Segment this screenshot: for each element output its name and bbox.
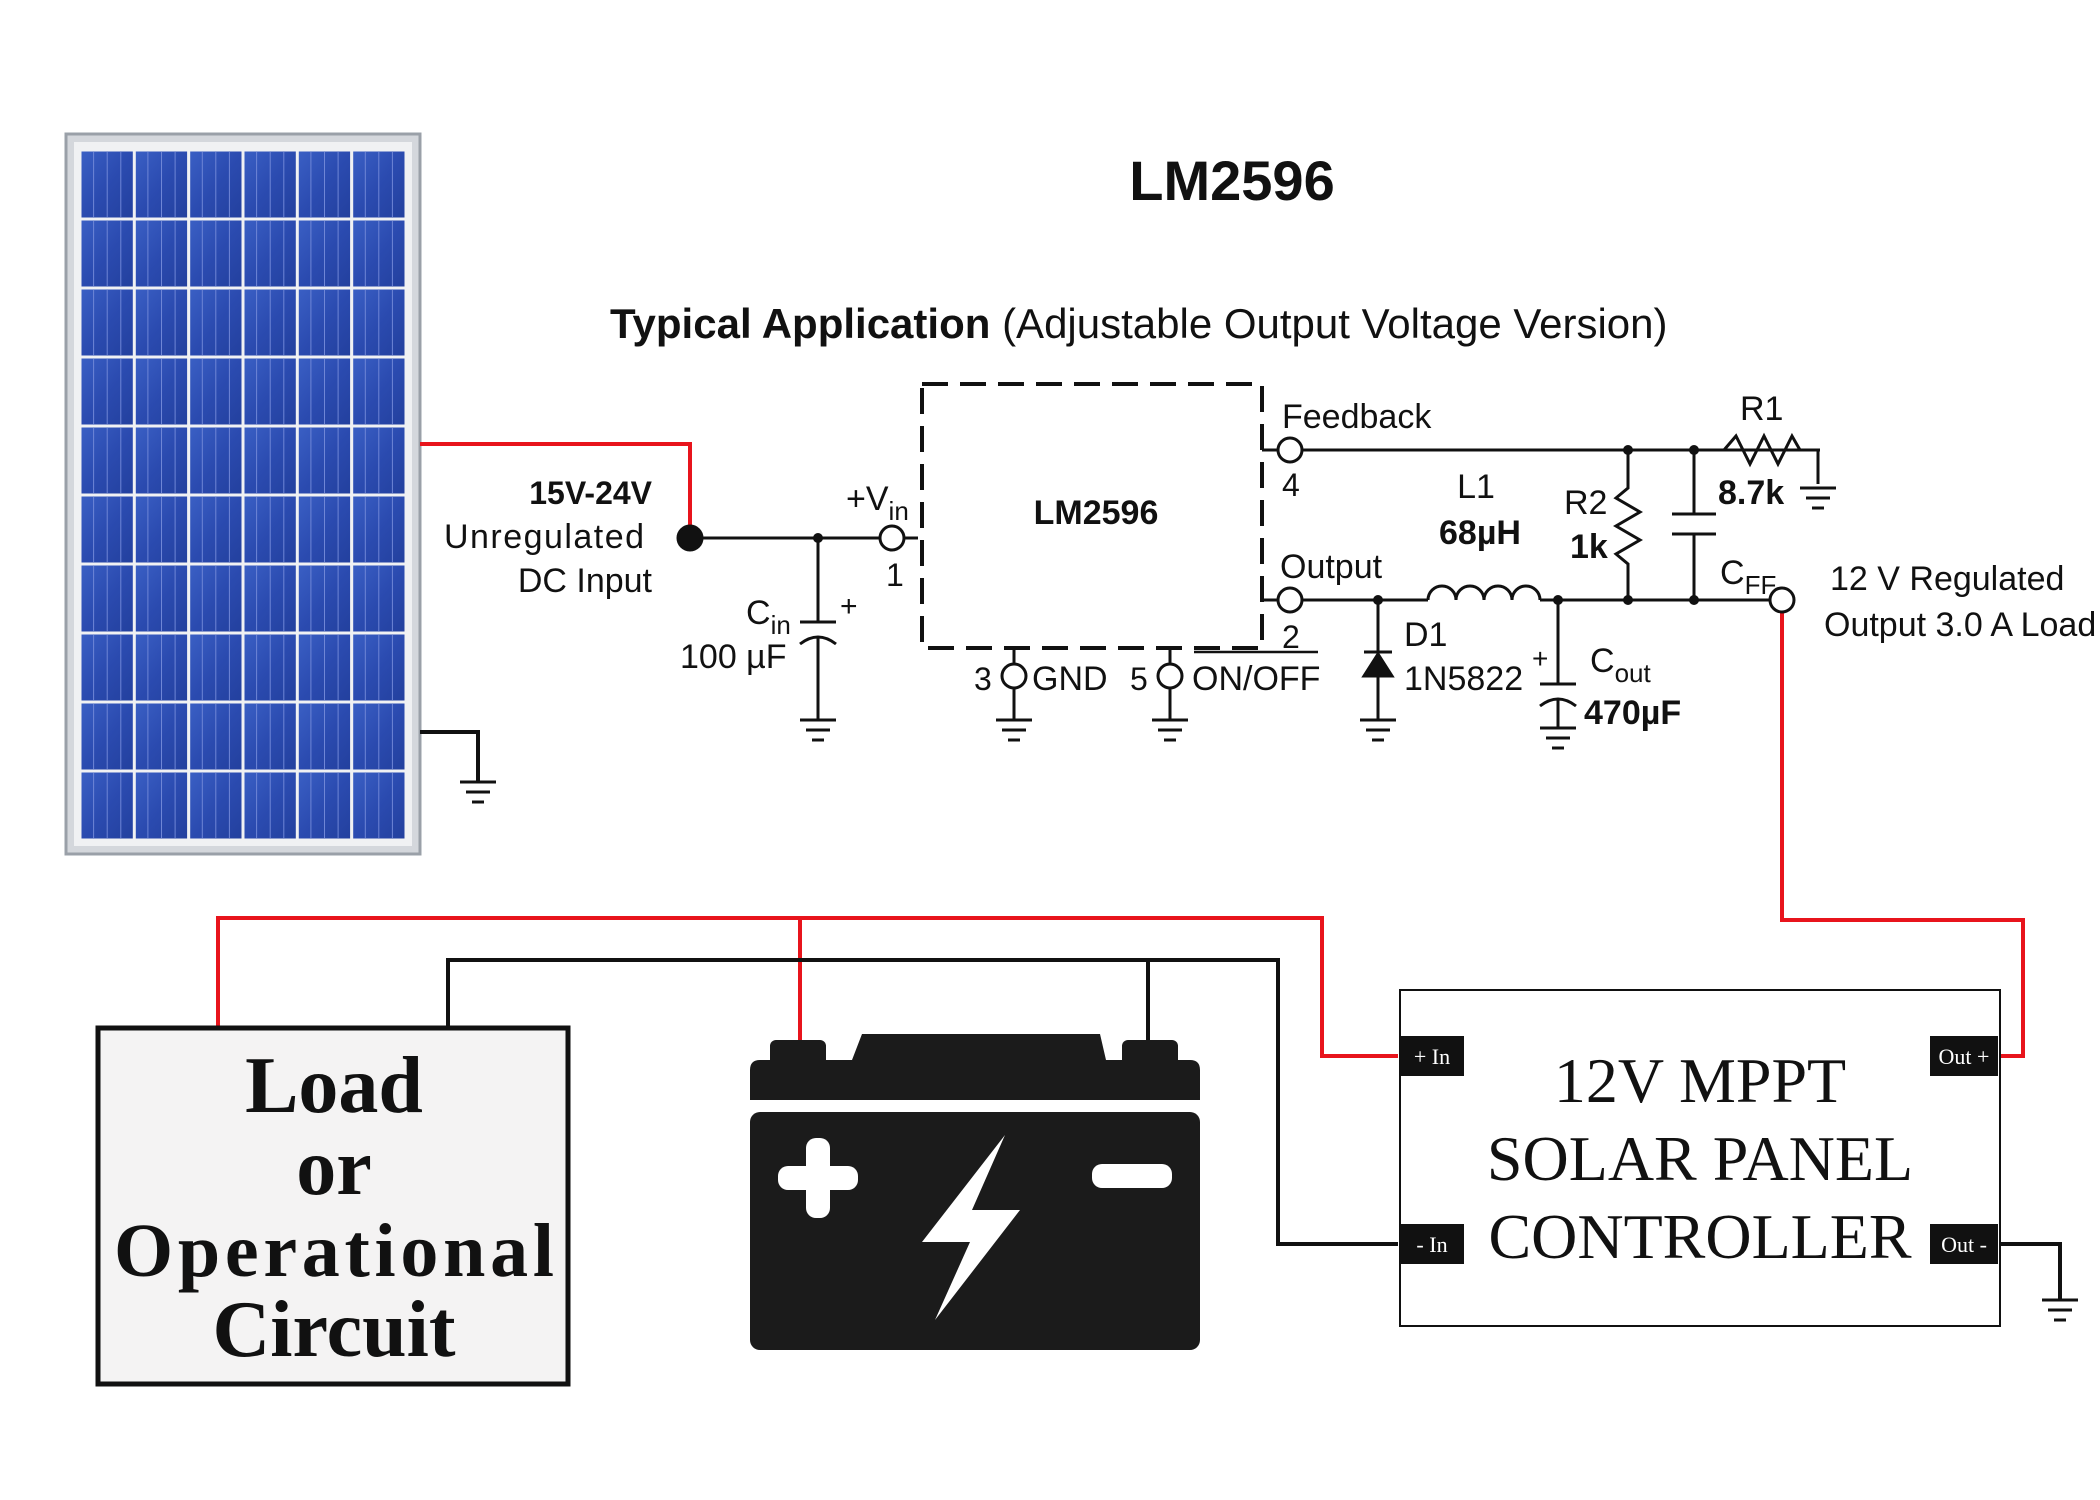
solar-panel: [64, 132, 422, 856]
subtitle: Typical Application (Adjustable Output V…: [610, 300, 1667, 347]
onoff-pin-ground-icon: [1152, 718, 1188, 742]
r2-name: R2: [1564, 484, 1607, 522]
output-spec-line1: 12 V Regulated: [1830, 560, 2064, 598]
terminal-out-positive-label: Out +: [1939, 1044, 1990, 1069]
l1-inductor-icon: [1426, 584, 1542, 601]
input-dc: DC Input: [518, 562, 653, 600]
vin-label: +Vin: [846, 480, 909, 526]
d1-name: D1: [1404, 616, 1447, 654]
battery-icon: [750, 1034, 1200, 1350]
onoff-label: ON/OFF: [1192, 660, 1320, 698]
mppt-controller: 12V MPPT SOLAR PANEL CONTROLLER + In - I…: [1399, 989, 2001, 1327]
terminal-in-negative-label: - In: [1416, 1232, 1447, 1257]
gnd-label: GND: [1032, 660, 1108, 698]
feedback-pin-icon: [1276, 436, 1304, 464]
controller-ground-icon: [2042, 1298, 2078, 1322]
panel-positive-wire: [420, 442, 692, 538]
gnd-pin-ground-icon: [996, 718, 1032, 742]
d1-ground-icon: [1360, 718, 1396, 742]
cin-value: 100 µF: [680, 638, 787, 676]
regulated-output-terminal-icon: [1768, 586, 1796, 614]
output-spec-line2: Output 3.0 A Load: [1824, 606, 2096, 644]
terminal-out-negative-label: Out -: [1941, 1232, 1987, 1257]
r2-resistor-icon: [1613, 450, 1643, 600]
l1-value: 68µH: [1439, 514, 1521, 552]
regulated-output-wire: [1780, 600, 2025, 1058]
negative-wiring: [420, 730, 2062, 1300]
cout-label: Cout: [1590, 642, 1651, 688]
cin-ground-icon: [800, 718, 836, 742]
load-line4: Circuit: [213, 1286, 456, 1374]
onoff-pin-icon: [1156, 662, 1184, 690]
positive-wiring: [216, 442, 2025, 1058]
controller-line2: SOLAR PANEL: [1487, 1123, 1913, 1194]
r1-ground-icon: [1800, 486, 1836, 510]
pin-1-label: 1: [886, 557, 904, 593]
controller-out-negative-wire: [1999, 1242, 2062, 1300]
r2-value: 1k: [1570, 528, 1608, 566]
controller-line1: 12V MPPT: [1554, 1045, 1846, 1116]
output-label: Output: [1280, 548, 1383, 586]
pin-2-label: 2: [1282, 619, 1300, 655]
vin-pin-icon: [878, 524, 906, 552]
input-junction: [676, 524, 704, 552]
terminal-out-negative: Out -: [1930, 1224, 1998, 1264]
r1-value: 8.7k: [1718, 474, 1784, 512]
load-box: Load or Operational Circuit: [95, 1025, 571, 1387]
cin-plus: +: [840, 590, 858, 623]
l1-name: L1: [1457, 468, 1495, 506]
solar-cells: [81, 151, 405, 839]
r1-resistor-icon: [1694, 432, 1820, 484]
cout-value: 470µF: [1584, 694, 1681, 732]
d1-diode-icon: [1361, 651, 1395, 678]
d1-value: 1N5822: [1404, 660, 1523, 698]
lightning-bolt-icon: [922, 1135, 1020, 1320]
load-line2: or: [296, 1124, 372, 1212]
cff-label: CFF: [1720, 554, 1776, 600]
lm2596-chip-outline: [920, 382, 1264, 650]
pin-3-label: 3: [974, 661, 992, 697]
pin-4-label: 4: [1282, 467, 1300, 503]
output-pin-icon: [1276, 586, 1304, 614]
pin-5-label: 5: [1130, 661, 1148, 697]
controller-in-positive-wire: [216, 916, 1398, 1058]
ic-label: LM2596: [1034, 494, 1159, 532]
r1-name: R1: [1740, 390, 1783, 428]
load-line3: Operational: [114, 1209, 554, 1293]
controller-line3: CONTROLLER: [1488, 1201, 1911, 1272]
terminal-in-positive: + In: [1400, 1036, 1464, 1076]
terminal-out-positive: Out +: [1930, 1036, 1998, 1076]
schematic-labels: 15V-24V Unregulated DC Input +Vin 1 LM25…: [444, 390, 2096, 732]
controller-in-negative-wire: [446, 958, 1398, 1246]
ground-symbols: [460, 780, 2078, 1322]
input-unregulated: Unregulated: [444, 518, 644, 556]
terminal-in-positive-label: + In: [1414, 1044, 1450, 1069]
chip-title: LM2596: [1129, 149, 1334, 212]
feedback-label: Feedback: [1282, 398, 1432, 436]
cout-ground-icon: [1540, 726, 1576, 750]
panel-ground-icon: [460, 780, 496, 804]
lm2596-schematic: [676, 382, 1836, 750]
gnd-pin-icon: [1000, 662, 1028, 690]
panel-negative-wire: [420, 730, 480, 782]
cin-label: Cin: [746, 594, 791, 640]
load-line1: Load: [245, 1042, 423, 1130]
cout-plus: +: [1532, 643, 1548, 674]
terminal-in-negative: - In: [1400, 1224, 1464, 1264]
input-voltage-range: 15V-24V: [529, 475, 652, 511]
